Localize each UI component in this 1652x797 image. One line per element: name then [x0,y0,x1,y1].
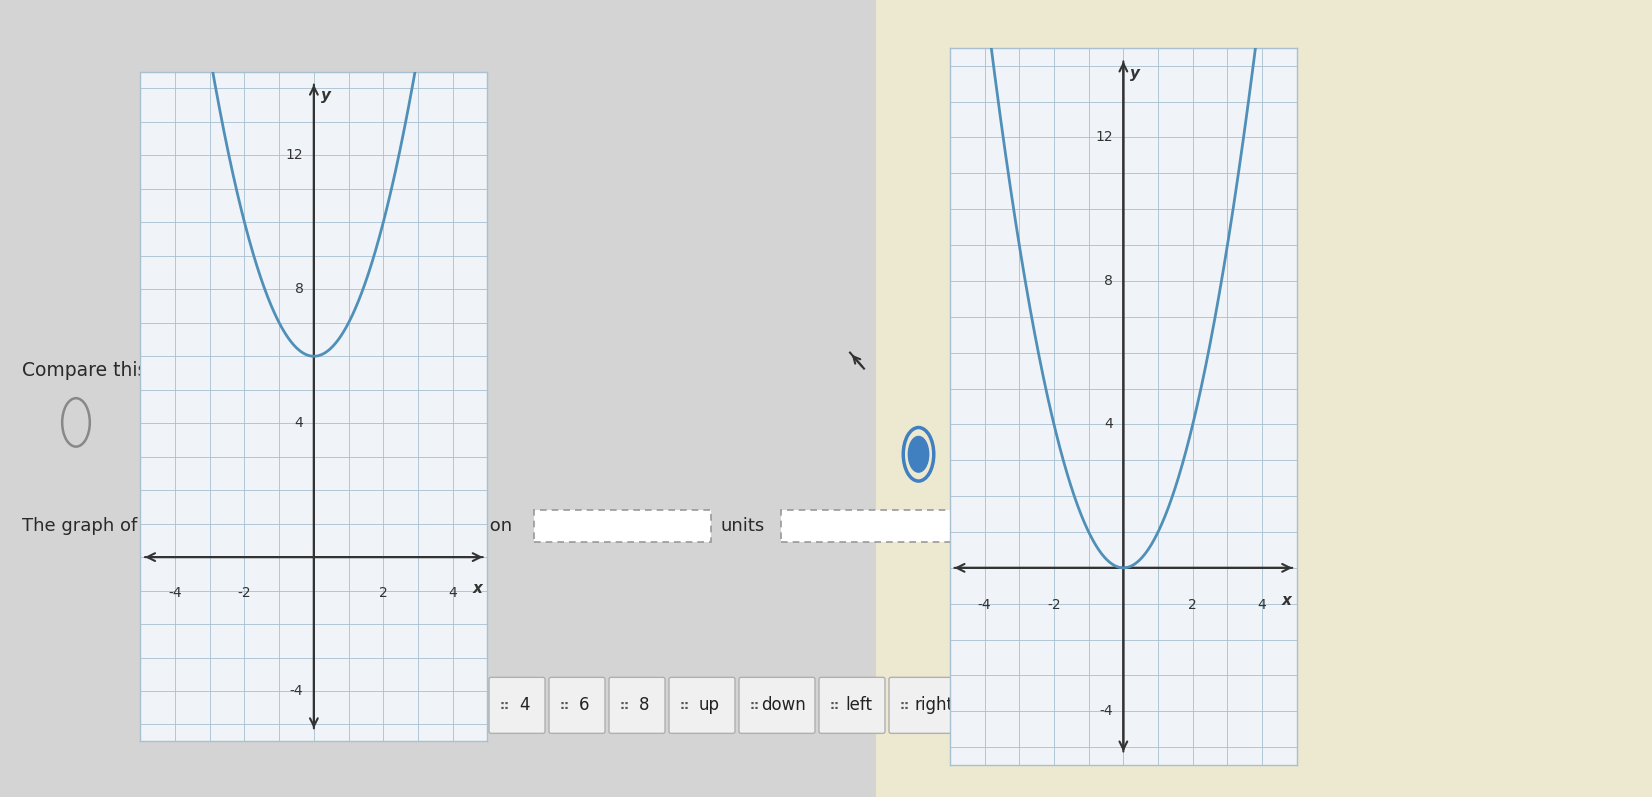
Text: ::: :: [307,699,317,712]
Text: 8: 8 [639,697,649,714]
Text: ::: :: [198,699,210,712]
Text: vertical: vertical [216,697,278,714]
FancyBboxPatch shape [188,677,292,733]
FancyBboxPatch shape [610,677,666,733]
FancyBboxPatch shape [738,677,814,733]
Text: x: x [472,580,482,595]
Text: 8: 8 [294,282,304,296]
FancyBboxPatch shape [489,677,545,733]
Text: left: left [846,697,872,714]
Text: -4: -4 [169,586,182,599]
Text: -4: -4 [1099,705,1113,718]
Text: of the graph of f.: of the graph of f. [966,517,1118,535]
Text: -4: -4 [289,684,304,698]
Text: 12: 12 [1095,131,1113,144]
FancyBboxPatch shape [819,677,885,733]
FancyBboxPatch shape [548,677,605,733]
FancyBboxPatch shape [296,677,425,733]
Text: ::: :: [439,699,449,712]
Text: translation: translation [415,517,512,535]
Text: y: y [320,88,330,104]
Text: horizontal: horizontal [325,697,410,714]
Text: ::: :: [829,699,839,712]
Text: 4: 4 [1104,418,1113,431]
Text: ::: :: [900,699,910,712]
Text: -2: -2 [1047,599,1061,612]
Text: 4: 4 [448,586,458,599]
FancyBboxPatch shape [889,677,965,733]
Text: 4: 4 [1257,599,1267,612]
Text: 4: 4 [519,697,529,714]
Text: x: x [1282,593,1292,608]
Text: -2: -2 [238,586,251,599]
Text: 4: 4 [294,416,304,430]
Text: 2: 2 [459,697,469,714]
Text: ::: :: [681,699,691,712]
Text: -4: -4 [978,599,991,612]
Text: up: up [699,697,720,714]
Text: units: units [720,517,765,535]
FancyBboxPatch shape [534,510,710,542]
FancyBboxPatch shape [430,677,486,733]
FancyBboxPatch shape [669,677,735,733]
Text: y: y [1130,66,1140,80]
Circle shape [909,437,928,472]
FancyBboxPatch shape [230,510,406,542]
Text: 2: 2 [1188,599,1198,612]
Text: 12: 12 [286,148,304,163]
Text: The graph of g is a: The graph of g is a [21,517,192,535]
FancyBboxPatch shape [781,510,958,542]
Text: ::: :: [560,699,570,712]
Text: ::: :: [750,699,760,712]
Text: ::: :: [620,699,629,712]
Text: right: right [915,697,953,714]
Text: 6: 6 [578,697,590,714]
Text: down: down [762,697,806,714]
Text: $f\,(x) = x^2$: $f\,(x) = x^2$ [362,359,441,383]
Text: 8: 8 [1104,274,1113,288]
Text: 2: 2 [378,586,388,599]
Text: Compare this graph to the graph of: Compare this graph to the graph of [21,361,360,380]
Text: ::: :: [501,699,510,712]
